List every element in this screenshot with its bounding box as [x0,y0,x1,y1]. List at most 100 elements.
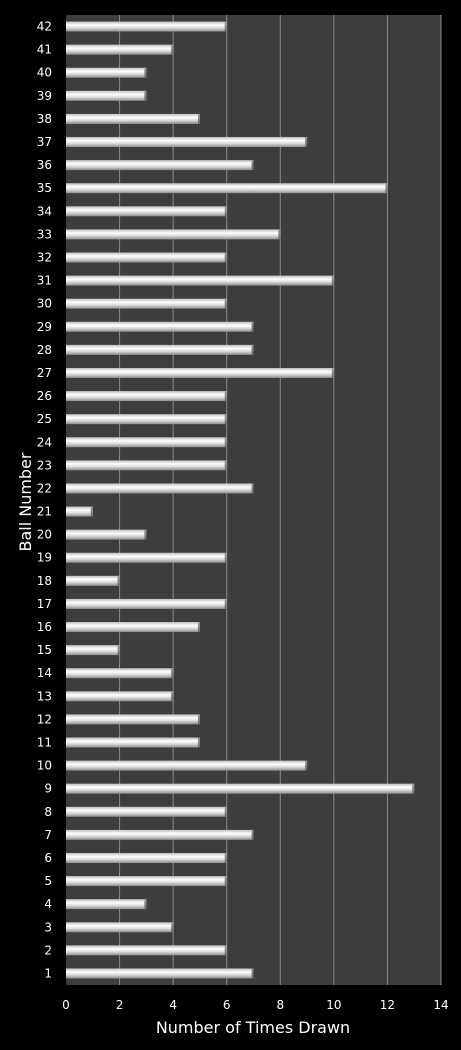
y-tick-label: 25 [37,412,52,426]
bar-end-cap [171,691,174,702]
bar [66,44,174,55]
x-tick-label: 4 [169,998,177,1012]
bar [66,275,334,286]
y-tick-label: 30 [37,297,52,311]
y-tick-label: 38 [37,112,52,126]
bar [66,90,147,101]
y-tick-label: 22 [37,481,52,495]
y-tick-label: 18 [37,574,52,588]
bar [66,252,227,263]
bar-end-cap [144,90,147,101]
bar [66,968,254,979]
bar-end-cap [197,714,200,725]
bar-end-cap [224,598,227,609]
bar-end-cap [224,552,227,563]
bar-end-cap [224,298,227,309]
bar-end-cap [251,321,254,332]
y-tick-label: 15 [37,643,52,657]
y-tick-label: 2 [44,943,52,957]
bar [66,460,227,471]
y-tick-label: 13 [37,689,52,703]
y-tick-label: 29 [37,320,52,334]
x-tick-label: 0 [62,998,70,1012]
x-tick-labels: 0 2 4 6 8 10 12 14 [62,998,448,1012]
x-tick-label: 12 [380,998,395,1012]
bar-end-cap [144,67,147,78]
y-tick-label: 40 [37,66,52,80]
bar [66,598,227,609]
bar [66,298,227,309]
x-tick-label: 6 [223,998,231,1012]
y-tick-labels: 1234567891011121314151617181920212223242… [37,20,52,981]
bar-end-cap [251,829,254,840]
bar [66,922,174,933]
bar-end-cap [251,483,254,494]
bar-end-cap [197,737,200,748]
bar-end-cap [224,252,227,263]
x-tick-label: 8 [276,998,284,1012]
y-tick-label: 41 [37,43,52,57]
bar-end-cap [224,21,227,32]
bar [66,622,200,633]
bar [66,852,227,863]
bar [66,668,174,679]
bar [66,806,227,817]
y-tick-label: 4 [44,897,52,911]
bar-end-cap [251,344,254,355]
y-tick-label: 5 [44,874,52,888]
y-tick-label: 17 [37,597,52,611]
bar [66,714,200,725]
y-axis-title: Ball Number [16,452,35,551]
bar-end-cap [278,229,281,240]
y-tick-label: 7 [44,828,52,842]
bar-end-cap [412,783,415,794]
bar [66,437,227,448]
bars [66,21,415,979]
bar-end-cap [224,852,227,863]
bar-end-cap [90,506,93,517]
y-tick-label: 21 [37,505,52,519]
x-tick-label: 14 [433,998,448,1012]
bar-end-cap [305,760,308,771]
y-tick-label: 6 [44,851,52,865]
y-tick-label: 37 [37,135,52,149]
bar [66,137,308,148]
bar [66,783,415,794]
bar [66,760,308,771]
bar-end-cap [224,460,227,471]
y-tick-label: 8 [44,805,52,819]
bar-end-cap [117,645,120,656]
bar [66,183,388,194]
bar [66,206,227,217]
bar [66,344,254,355]
bar [66,575,120,586]
bar-end-cap [331,367,334,378]
bar-end-cap [144,529,147,540]
y-tick-label: 39 [37,89,52,103]
y-tick-label: 10 [37,759,52,773]
y-tick-label: 36 [37,158,52,172]
x-tick-label: 10 [326,998,341,1012]
y-tick-label: 14 [37,666,52,680]
y-tick-label: 34 [37,204,52,218]
bar-end-cap [331,275,334,286]
y-tick-label: 26 [37,389,52,403]
gridlines [119,15,442,985]
bar [66,321,254,332]
bar-end-cap [251,968,254,979]
bar [66,829,254,840]
y-tick-label: 33 [37,227,52,241]
bar [66,367,334,378]
bar-end-cap [171,922,174,933]
y-tick-label: 23 [37,458,52,472]
bar [66,645,120,656]
bar [66,945,227,956]
bar [66,67,147,78]
y-tick-label: 11 [37,736,52,750]
y-tick-label: 42 [37,20,52,34]
y-tick-label: 12 [37,712,52,726]
bar [66,113,200,124]
bar [66,391,227,402]
bar [66,876,227,887]
y-tick-label: 31 [37,274,52,288]
